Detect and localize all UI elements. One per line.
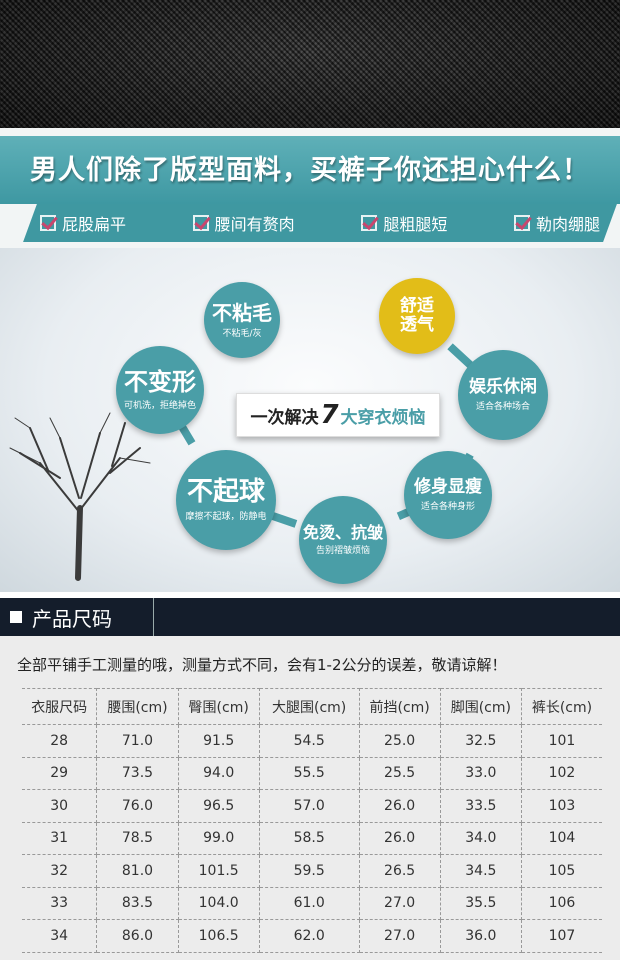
column-header: 臀围(cm) xyxy=(177,688,260,725)
table-cell: 26.5 xyxy=(358,854,441,888)
table-cell: 55.5 xyxy=(258,756,360,790)
table-cell: 34.5 xyxy=(439,854,522,888)
table-cell: 101 xyxy=(520,724,602,758)
checkbox-icon xyxy=(40,215,56,231)
banner-title: 男人们除了版型面料，买裤子你还担心什么！ xyxy=(30,155,590,186)
size-table: 衣服尺码 腰围(cm) 臀围(cm) 大腿围(cm) 前挡(cm) 脚围(cm) 裤长(cm… xyxy=(22,688,602,953)
table-cell: 35.5 xyxy=(439,886,522,920)
square-bullet-icon xyxy=(10,611,22,623)
table-cell: 59.5 xyxy=(258,854,360,888)
table-cell: 58.5 xyxy=(258,821,360,855)
table-cell: 106 xyxy=(520,886,602,920)
fabric-texture-image xyxy=(0,0,620,128)
table-header-row: 衣服尺码 腰围(cm) 臀围(cm) 大腿围(cm) 前挡(cm) 脚围(cm) 裤长(cm… xyxy=(22,688,602,725)
column-header: 脚围(cm) xyxy=(439,688,522,725)
table-cell: 91.5 xyxy=(177,724,260,758)
table-cell: 28 xyxy=(22,724,98,758)
table-cell: 25.0 xyxy=(358,724,441,758)
column-header: 腰围(cm) xyxy=(96,688,179,725)
table-cell: 104 xyxy=(520,821,602,855)
table-cell: 26.0 xyxy=(358,821,441,855)
table-cell: 107 xyxy=(520,919,602,953)
column-header: 衣服尺码 xyxy=(22,688,98,725)
table-row: 29 73.5 94.0 55.5 25.5 33.0 102 xyxy=(22,756,602,790)
table-cell: 32 xyxy=(22,854,98,888)
headline-banner: 男人们除了版型面料，买裤子你还担心什么！ 屁股扁平 腰间有赘肉 腿粗腿短 勒肉绷… xyxy=(0,128,620,248)
column-header: 大腿围(cm) xyxy=(258,688,360,725)
table-cell: 36.0 xyxy=(439,919,522,953)
concern-item: 屁股扁平 xyxy=(40,211,126,235)
feature-circle-highlight: 舒适透气 xyxy=(379,278,455,354)
feature-circle: 娱乐休闲 适合各种场合 xyxy=(458,350,548,440)
checkbox-icon xyxy=(513,215,530,231)
feature-circle: 修身显瘦 适合各种身形 xyxy=(404,451,492,539)
table-cell: 96.5 xyxy=(177,789,260,823)
table-cell: 29 xyxy=(22,756,98,790)
table-row: 30 76.0 96.5 57.0 26.0 33.5 103 xyxy=(22,789,602,823)
section-title: 产品尺码 xyxy=(32,607,112,631)
feature-circle: 免烫、抗皱 告别褶皱烦恼 xyxy=(299,496,387,584)
table-cell: 57.0 xyxy=(258,789,360,823)
section-header: 产品尺码 xyxy=(0,598,620,636)
table-cell: 102 xyxy=(520,756,602,790)
table-cell: 25.5 xyxy=(358,756,441,790)
concern-item: 腿粗腿短 xyxy=(361,211,447,235)
table-cell: 73.5 xyxy=(96,756,179,790)
table-cell: 27.0 xyxy=(358,919,441,953)
table-cell: 83.5 xyxy=(96,886,179,920)
table-cell: 101.5 xyxy=(177,854,260,888)
table-cell: 76.0 xyxy=(96,789,179,823)
table-row: 31 78.5 99.0 58.5 26.0 34.0 104 xyxy=(22,821,602,855)
features-graphic: 不粘毛 不粘毛/灰 不变形 可机洗，拒绝掉色 不起球 摩擦不起球，防静电 免烫、抗皱告… xyxy=(0,248,620,592)
size-chart: 全部平铺手工测量的哦，测量方式不同，会有1-2公分的误差，敬请谅解！ 衣服尺码腰… xyxy=(0,636,620,960)
feature-circle: 不起球 摩擦不起球，防静电 xyxy=(176,450,276,550)
checkbox-icon xyxy=(192,215,209,231)
table-cell: 30 xyxy=(22,789,98,823)
table-cell: 61.0 xyxy=(258,886,360,920)
table-cell: 34.0 xyxy=(439,821,522,855)
concern-item: 勒肉绷腿 xyxy=(513,211,600,235)
center-slogan: 一次解决 7 大穿衣烦恼 xyxy=(236,393,440,437)
table-cell: 33.5 xyxy=(439,789,522,823)
table-cell: 33 xyxy=(22,886,98,920)
table-cell: 32.5 xyxy=(439,724,522,758)
table-cell: 99.0 xyxy=(177,821,260,855)
concern-item: 腰间有赘肉 xyxy=(192,211,295,235)
column-header: 前挡(cm) xyxy=(358,688,441,725)
table-row: 34 86.0 106.5 62.0 27.0 36.0 107 xyxy=(22,919,602,953)
table-row: 28 71.0 91.5 54.5 25.0 32.5 101 xyxy=(22,724,602,758)
table-row: 32 81.0 101.5 59.5 26.5 34.5 105 xyxy=(22,854,602,888)
table-cell: 104.0 xyxy=(177,886,260,920)
concern-list: 屁股扁平 腰间有赘肉 腿粗腿短 勒肉绷腿 xyxy=(40,211,600,235)
column-header: 裤长(cm) xyxy=(520,688,602,725)
table-row: 33 83.5 104.0 61.0 27.0 35.5 106 xyxy=(22,886,602,920)
table-cell: 34 xyxy=(22,919,98,953)
table-cell: 27.0 xyxy=(358,886,441,920)
table-cell: 86.0 xyxy=(96,919,179,953)
table-cell: 106.5 xyxy=(177,919,260,953)
table-cell: 81.0 xyxy=(96,854,179,888)
table-cell: 62.0 xyxy=(258,919,360,953)
table-cell: 94.0 xyxy=(177,756,260,790)
table-cell: 33.0 xyxy=(439,756,522,790)
feature-circle: 不变形 可机洗，拒绝掉色 xyxy=(116,346,204,434)
feature-circle: 不粘毛 不粘毛/灰 xyxy=(204,282,280,358)
table-cell: 78.5 xyxy=(96,821,179,855)
table-cell: 71.0 xyxy=(96,724,179,758)
table-cell: 31 xyxy=(22,821,98,855)
table-cell: 103 xyxy=(520,789,602,823)
table-cell: 26.0 xyxy=(358,789,441,823)
checkbox-icon xyxy=(361,215,378,231)
table-cell: 54.5 xyxy=(258,724,360,758)
measurement-note: 全部平铺手工测量的哦，测量方式不同，会有1-2公分的误差，敬请谅解！ xyxy=(17,656,507,674)
table-cell: 105 xyxy=(520,854,602,888)
